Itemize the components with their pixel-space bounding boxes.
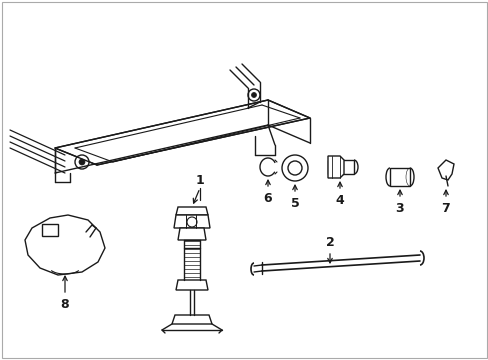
Text: 4: 4 <box>335 194 344 207</box>
Text: 3: 3 <box>395 202 404 215</box>
Polygon shape <box>437 160 453 180</box>
Circle shape <box>287 161 302 175</box>
Circle shape <box>75 155 89 169</box>
Polygon shape <box>327 156 343 178</box>
Polygon shape <box>174 215 209 228</box>
Circle shape <box>186 217 197 227</box>
Circle shape <box>251 93 256 98</box>
Polygon shape <box>178 228 205 240</box>
Circle shape <box>79 159 85 165</box>
Circle shape <box>247 89 260 101</box>
Polygon shape <box>327 160 353 174</box>
Text: 6: 6 <box>263 192 272 204</box>
Polygon shape <box>172 315 212 324</box>
Polygon shape <box>55 100 309 165</box>
Text: 2: 2 <box>325 235 334 248</box>
Text: 1: 1 <box>195 174 204 186</box>
Text: 8: 8 <box>61 298 69 311</box>
Text: 7: 7 <box>441 202 449 215</box>
Circle shape <box>282 155 307 181</box>
Polygon shape <box>176 280 207 290</box>
Polygon shape <box>389 168 409 186</box>
Polygon shape <box>176 207 207 215</box>
Polygon shape <box>42 224 58 236</box>
Text: 5: 5 <box>290 197 299 210</box>
Polygon shape <box>25 215 105 275</box>
